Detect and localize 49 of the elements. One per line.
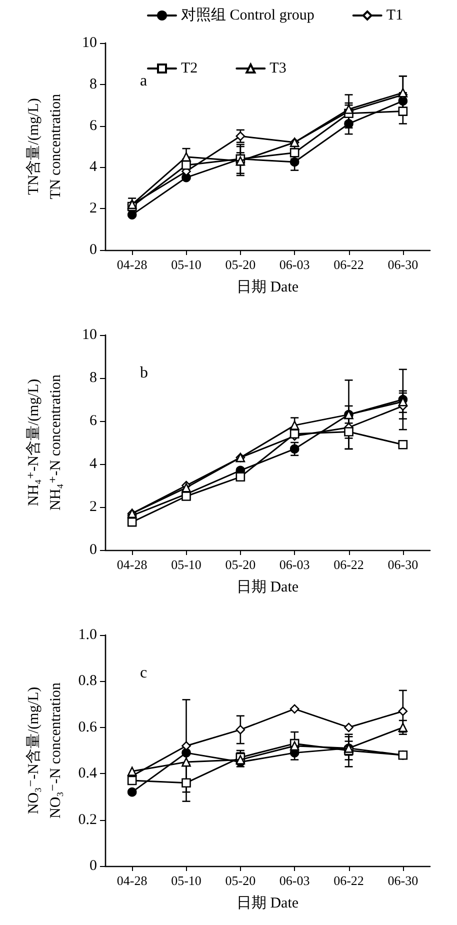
x-tick-label: 04-28 xyxy=(116,873,148,888)
x-tick-label: 05-10 xyxy=(171,557,202,572)
y-tick-label: 6 xyxy=(90,118,98,134)
legend-label: T1 xyxy=(386,8,403,24)
y-tick-label: 0.8 xyxy=(78,673,97,690)
legend-label: T2 xyxy=(181,60,198,76)
x-axis-title: 日期 Date xyxy=(236,894,299,912)
x-tick-label: 06-03 xyxy=(279,557,310,572)
y-tick-label: 0.2 xyxy=(78,812,97,828)
x-tick-label: 05-20 xyxy=(225,873,256,888)
x-tick-label: 06-03 xyxy=(279,257,310,272)
y-axis-title: NO₃⁻-N含量/(mg/L) NO₃⁻-N concentration xyxy=(25,682,64,819)
y-tick-label: 4 xyxy=(90,159,98,176)
x-tick-label: 06-30 xyxy=(388,557,418,572)
y-tick-label: 4 xyxy=(90,456,98,472)
x-tick-label: 05-10 xyxy=(171,257,202,272)
legend-label: 对照组 Control group xyxy=(181,6,314,24)
x-tick-label: 05-10 xyxy=(171,873,202,888)
x-tick-label: 06-22 xyxy=(334,257,364,272)
x-tick-label: 06-22 xyxy=(334,557,364,572)
y-tick-label: 1.0 xyxy=(78,627,97,643)
x-tick-label: 06-30 xyxy=(388,257,418,272)
y-tick-label: 6 xyxy=(90,413,98,429)
y-tick-label: 8 xyxy=(90,370,97,386)
x-tick-label: 04-28 xyxy=(116,557,148,572)
y-tick-label: 2 xyxy=(90,499,97,515)
x-tick-label: 05-20 xyxy=(225,557,256,572)
annotation: a xyxy=(140,72,148,90)
x-tick-label: 06-22 xyxy=(334,873,364,888)
y-tick-label: 0.4 xyxy=(78,766,98,782)
y-tick-label: 0 xyxy=(90,858,97,874)
legend-label: T3 xyxy=(270,60,286,76)
annotation: c xyxy=(140,664,148,682)
x-tick-label: 04-28 xyxy=(116,257,148,272)
x-tick-label: 06-30 xyxy=(388,873,418,888)
x-axis-title: 日期 Date xyxy=(236,578,299,596)
annotation: b xyxy=(140,364,148,382)
x-axis-title: 日期 Date xyxy=(236,278,299,296)
x-tick-label: 06-03 xyxy=(279,873,310,888)
y-tick-label: 2 xyxy=(90,200,97,217)
x-tick-label: 05-20 xyxy=(225,257,256,272)
y-tick-label: 10 xyxy=(82,35,97,51)
y-tick-label: 10 xyxy=(82,327,97,343)
y-axis-title: NH₄⁺-N含量/(mg/L) NH₄⁺-N concentration xyxy=(25,374,64,511)
y-tick-label: 0.6 xyxy=(78,719,98,736)
y-axis-title: TN含量/(mg/L) TN concentration xyxy=(25,93,64,200)
y-tick-label: 0 xyxy=(90,542,97,558)
y-tick-label: 0 xyxy=(90,242,97,258)
y-tick-label: 8 xyxy=(90,76,97,92)
